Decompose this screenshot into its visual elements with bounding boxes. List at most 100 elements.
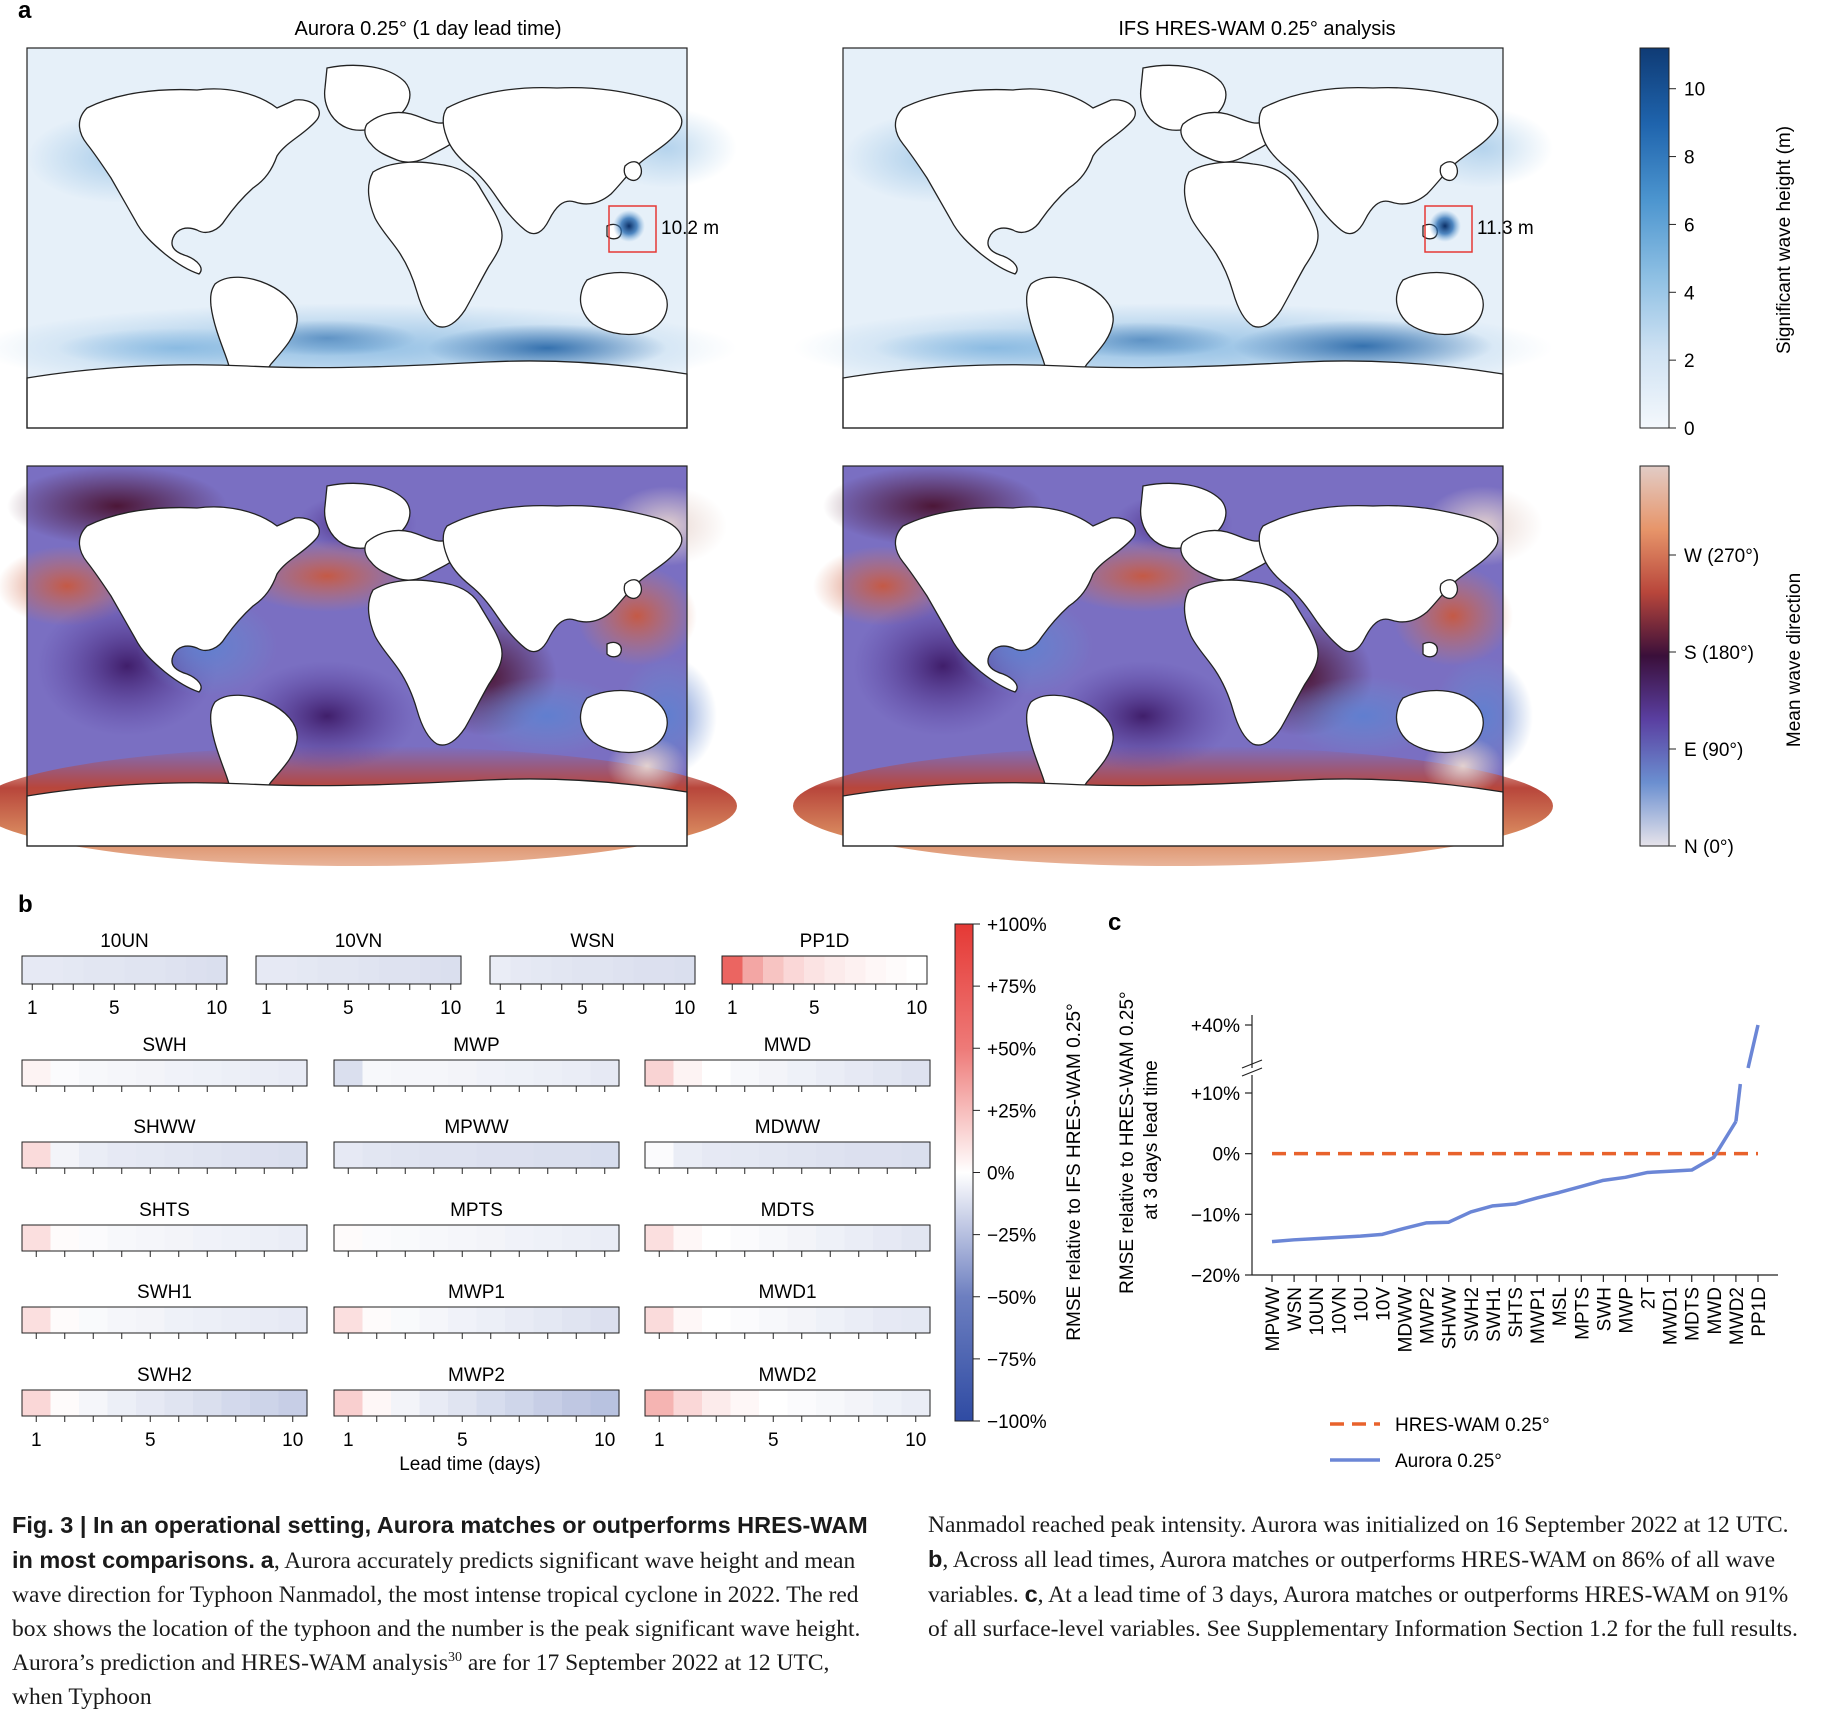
- heatmap-cell-shts-5: [136, 1225, 166, 1251]
- heatmap-cell-mpww-7: [505, 1142, 535, 1168]
- heatmap-cell-shww-8: [221, 1142, 251, 1168]
- figure-caption-left: Fig. 3 | In an operational setting, Auro…: [12, 1508, 868, 1714]
- rmse-tick-label-8: −100%: [987, 1412, 1047, 1433]
- heatmap-frame-mpww: [333, 1141, 620, 1169]
- peak-height-hres: 11.3 m: [1477, 218, 1534, 239]
- swh-tick-label-3: 6: [1684, 215, 1695, 236]
- x-tick-label-msl: MSL: [1550, 1287, 1571, 1326]
- heatmap-cell-pp1d-8: [865, 956, 887, 984]
- swh-map-aurora: 10.2 m: [0, 47, 737, 429]
- heatmap-cell-10vn-4: [317, 956, 339, 984]
- mwd-colorbar-label: Mean wave direction: [1784, 573, 1805, 747]
- heatmap-title-10un: 10UN: [100, 931, 149, 952]
- heatmap-cell-mwd2-1: [645, 1390, 675, 1416]
- heatmap-cell-swh-9: [250, 1060, 280, 1086]
- heatmap-cell-swh-6: [164, 1060, 194, 1086]
- heatmap-cell-10un-2: [42, 956, 64, 984]
- heatmap-ticklabel-mwd2-1: 1: [654, 1430, 665, 1451]
- heatmap-cell-shww-3: [79, 1142, 109, 1168]
- heatmap-cell-pp1d-3: [763, 956, 785, 984]
- heatmap-cell-mpts-3: [391, 1225, 421, 1251]
- heatmap-cell-10vn-6: [358, 956, 380, 984]
- heatmap-cell-shww-2: [50, 1142, 80, 1168]
- heatmap-swh2: SWH2 1 5 10: [21, 1365, 308, 1451]
- heatmap-cell-10vn-3: [297, 956, 319, 984]
- heatmap-ticklabel-wsn-1: 1: [495, 998, 506, 1019]
- heatmap-ticklabel-mwp2-1: 1: [343, 1430, 354, 1451]
- heatmap-cell-swh1-6: [164, 1307, 194, 1333]
- line-chart-ylabel: RMSE relative to HRES-WAM 0.25° at 3 day…: [1117, 986, 1162, 1294]
- rmse-tick-label-2: +50%: [987, 1039, 1036, 1060]
- heatmap-cell-mwd1-7: [816, 1307, 846, 1333]
- heatmap-cell-wsn-9: [654, 956, 676, 984]
- heatmap-cell-mpww-5: [448, 1142, 478, 1168]
- heatmap-ticklabel-wsn-5: 5: [577, 998, 588, 1019]
- heatmap-cell-swh2-7: [193, 1390, 223, 1416]
- heatmap-frame-mwp: [333, 1059, 620, 1087]
- heatmap-title-mwd: MWD: [764, 1035, 811, 1056]
- heatmap-cell-swh1-7: [193, 1307, 223, 1333]
- heatmap-cell-mwd-8: [844, 1060, 874, 1086]
- heatmap-cell-shts-10: [278, 1225, 308, 1251]
- heatmap-shww: SHWW: [21, 1117, 308, 1174]
- heatmap-pp1d: PP1D 1 5 10: [721, 931, 928, 1019]
- panel-letter-b: b: [18, 891, 33, 918]
- heatmap-mdww: MDWW: [644, 1117, 931, 1174]
- heatmap-mwd1: MWD1: [644, 1282, 931, 1339]
- y-tick-label-1: −10%: [1191, 1205, 1240, 1226]
- heatmap-cell-mpww-8: [533, 1142, 563, 1168]
- heatmap-cell-swh1-10: [278, 1307, 308, 1333]
- caption-a-text: , Aurora accurately predicts significant…: [12, 1548, 861, 1676]
- rmse-line-chart: −20%−10%0%+10%+40%MPWW WSN 10UN 10VN 10U 10V M…: [1191, 1015, 1778, 1352]
- heatmap-cell-mwp-10: [590, 1060, 620, 1086]
- heatmap-cell-mpts-9: [562, 1225, 592, 1251]
- heatmap-cell-mpww-6: [476, 1142, 506, 1168]
- swh-colorbar-label: Significant wave height (m): [1774, 126, 1795, 354]
- heatmap-cell-mdts-3: [702, 1225, 732, 1251]
- heatmap-cell-mwd1-3: [702, 1307, 732, 1333]
- heatmap-cell-pp1d-4: [783, 956, 805, 984]
- mwd-colorbar: N (0°) E (90°) S (180°) W (270°) Mean wave …: [1639, 465, 1805, 858]
- heatmap-cell-mpww-9: [562, 1142, 592, 1168]
- heatmap-cell-mwp1-7: [505, 1307, 535, 1333]
- heatmap-cell-mwp2-7: [505, 1390, 535, 1416]
- caption-ref: 30: [447, 1650, 462, 1666]
- heatmap-cell-mdww-9: [873, 1142, 903, 1168]
- heatmap-ticklabel-pp1d-10: 10: [906, 998, 927, 1019]
- heatmap-cell-mdww-8: [844, 1142, 874, 1168]
- x-tick-label-mwd1: MWD1: [1661, 1287, 1682, 1345]
- heatmap-cell-swh2-2: [50, 1390, 80, 1416]
- axis-break-mark-2: [1241, 1059, 1263, 1069]
- heatmap-cell-swh2-5: [136, 1390, 166, 1416]
- heatmap-cell-pp1d-10: [906, 956, 928, 984]
- heatmap-cell-mdww-6: [787, 1142, 817, 1168]
- heatmap-ticklabel-swh2-5: 5: [145, 1430, 156, 1451]
- heatmap-cell-pp1d-7: [845, 956, 867, 984]
- heatmap-ticklabel-10un-1: 1: [27, 998, 38, 1019]
- heatmap-cell-swh-8: [221, 1060, 251, 1086]
- x-tick-label-mwp1: MWP1: [1528, 1287, 1549, 1344]
- typhoon-box-hres: [1424, 205, 1473, 253]
- heatmap-mwd2: MWD2 1 5 10: [644, 1365, 931, 1451]
- heatmap-10un: 10UN 1 5 10: [21, 931, 228, 1019]
- heatmap-ticklabel-wsn-10: 10: [674, 998, 695, 1019]
- axis-break-mark-1: [1241, 1067, 1263, 1077]
- heatmap-cell-mwd2-10: [901, 1390, 931, 1416]
- heatmap-frame-10vn: [255, 955, 462, 985]
- heatmap-cell-wsn-5: [572, 956, 594, 984]
- series-aurora: [1271, 1120, 1738, 1244]
- heatmap-cell-mpts-1: [334, 1225, 364, 1251]
- x-tick-label-shww: SHWW: [1440, 1287, 1461, 1349]
- heatmap-cell-mpts-7: [505, 1225, 535, 1251]
- heatmap-cell-swh-10: [278, 1060, 308, 1086]
- heatmap-mpww: MPWW: [333, 1117, 620, 1174]
- rmse-tick-label-6: −50%: [987, 1288, 1036, 1309]
- heatmap-mdts: MDTS: [644, 1200, 931, 1257]
- heatmap-cell-shww-9: [250, 1142, 280, 1168]
- rmse-tick-label-5: −25%: [987, 1226, 1036, 1247]
- heatmap-cell-swh2-10: [278, 1390, 308, 1416]
- heatmap-cell-mwd-2: [673, 1060, 703, 1086]
- heatmap-10vn: 10VN 1 5 10: [255, 931, 462, 1019]
- x-tick-label-10un: 10UN: [1307, 1287, 1328, 1336]
- heatmap-cell-mwd1-4: [730, 1307, 760, 1333]
